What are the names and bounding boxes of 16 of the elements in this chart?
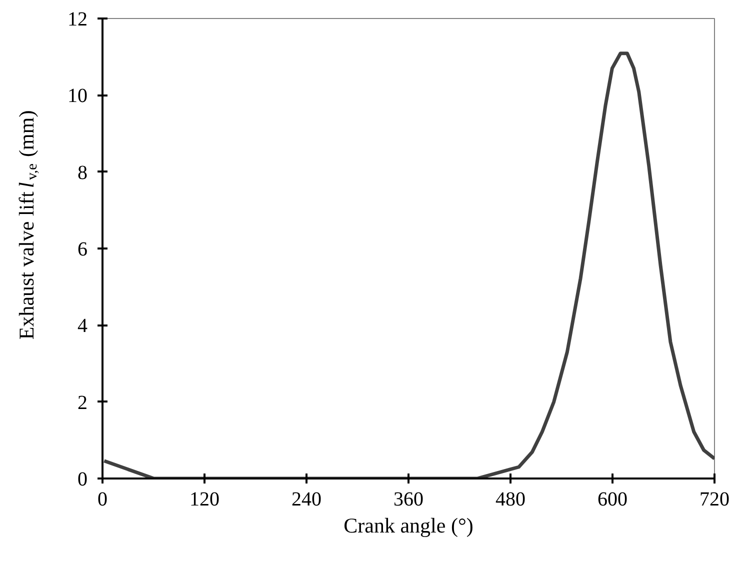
y-tick-label: 8 [78, 162, 88, 184]
y-tick-label: 6 [78, 238, 88, 260]
y-axis-title: Exhaust valve lift lv,e (mm) [14, 110, 40, 340]
y-tick-label: 12 [68, 8, 88, 30]
x-tick-label: 600 [598, 488, 628, 510]
x-tick-label: 360 [394, 488, 424, 510]
x-axis-title: Crank angle (°) [344, 514, 474, 538]
x-tick-label: 120 [190, 488, 220, 510]
y-tick-label: 2 [78, 392, 88, 414]
x-tick-label: 240 [292, 488, 322, 510]
x-tick-label: 480 [496, 488, 526, 510]
x-tick-label: 0 [98, 488, 108, 510]
y-tick-label: 10 [68, 85, 88, 108]
x-tick-label: 720 [700, 488, 730, 510]
y-tick-label: 0 [78, 468, 88, 490]
y-tick-label: 4 [78, 315, 88, 338]
